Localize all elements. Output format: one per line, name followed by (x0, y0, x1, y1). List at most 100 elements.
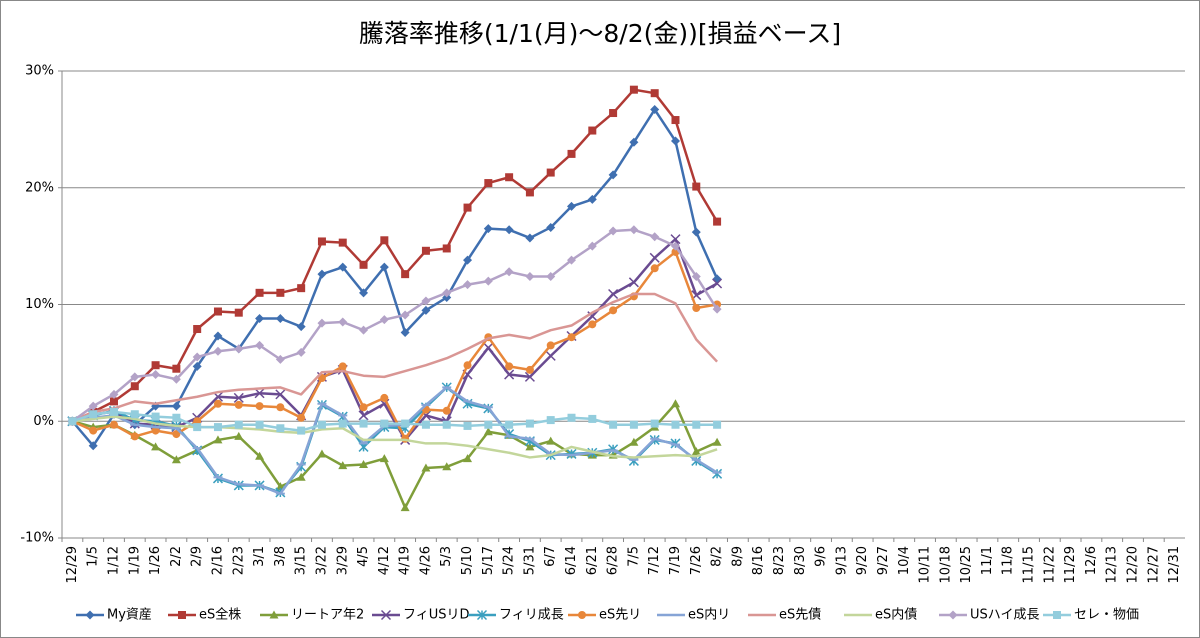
legend-label: eS内リ (688, 607, 730, 623)
marker (275, 354, 285, 364)
marker (629, 85, 638, 94)
marker (359, 403, 368, 412)
marker (276, 424, 285, 433)
marker (234, 308, 243, 317)
marker (608, 226, 618, 236)
x-tick-label: 12/6 (1084, 546, 1099, 575)
x-tick-label: 3/29 (335, 546, 350, 575)
x-tick-label: 2/9 (190, 546, 205, 567)
marker (233, 392, 244, 403)
marker (296, 472, 306, 481)
marker (463, 203, 472, 212)
marker (130, 410, 139, 419)
marker (338, 262, 348, 272)
marker (421, 246, 430, 255)
marker (483, 276, 493, 286)
marker (379, 398, 390, 409)
marker (275, 389, 286, 400)
x-tick-label: 5/3 (439, 546, 454, 567)
marker (89, 410, 98, 419)
x-tick-label: 5/17 (481, 546, 496, 575)
x-tick-label: 11/29 (1063, 546, 1078, 583)
marker (442, 292, 452, 302)
marker (504, 369, 515, 380)
marker (712, 278, 723, 289)
marker (130, 372, 140, 382)
legend-label: eS内債 (875, 607, 917, 623)
marker (524, 371, 535, 382)
legend-label: フィリ成長 (499, 608, 564, 623)
marker (276, 403, 285, 412)
marker (400, 503, 410, 512)
x-tick-label: 9/6 (814, 546, 829, 567)
marker (629, 437, 639, 446)
marker (629, 225, 639, 235)
marker (68, 417, 77, 426)
marker (483, 342, 494, 353)
legend-label: リートア年2 (291, 608, 364, 623)
marker (401, 419, 410, 428)
marker (609, 306, 618, 315)
marker (567, 149, 576, 158)
marker (546, 222, 556, 232)
marker (546, 416, 555, 425)
series-line (72, 415, 718, 459)
marker (484, 179, 493, 188)
series (71, 292, 718, 423)
marker (359, 419, 368, 428)
marker (172, 413, 181, 422)
marker (171, 401, 181, 411)
marker (546, 436, 556, 445)
marker (109, 420, 118, 429)
marker (379, 454, 389, 463)
marker (172, 430, 181, 439)
x-tick-label: 10/11 (918, 546, 933, 583)
marker (671, 420, 680, 429)
marker (255, 340, 265, 350)
marker (650, 105, 660, 115)
marker (359, 459, 369, 468)
legend-marker (1053, 611, 1061, 619)
x-tick-label: 4/26 (418, 546, 433, 575)
marker (484, 420, 493, 429)
marker (151, 361, 160, 370)
marker (421, 420, 430, 429)
marker (234, 400, 243, 409)
marker (692, 420, 701, 429)
marker (525, 188, 534, 197)
marker (276, 288, 285, 297)
marker (296, 322, 306, 332)
marker (505, 420, 514, 429)
x-tick-label: 12/27 (1146, 546, 1161, 583)
legend-label: eS先リ (599, 608, 641, 623)
marker (670, 136, 680, 146)
x-tick-label: 1/26 (148, 546, 163, 575)
marker (629, 420, 638, 429)
x-tick-label: 3/22 (314, 546, 329, 575)
marker (713, 217, 722, 226)
marker (317, 269, 327, 279)
chart-title: 騰落率推移(1/1(月)～8/2(金))[損益ベース] (359, 19, 841, 48)
marker (213, 346, 223, 356)
legend-label: セレ・物価 (1074, 608, 1139, 623)
marker (442, 244, 451, 253)
marker (546, 168, 555, 177)
marker (525, 442, 535, 451)
x-tick-label: 9/13 (834, 546, 849, 575)
marker (317, 449, 327, 458)
legend-label: eS先債 (779, 608, 821, 623)
marker (359, 325, 369, 335)
marker (400, 310, 410, 320)
marker (213, 331, 223, 341)
marker (130, 382, 139, 391)
marker (192, 352, 202, 362)
marker (88, 441, 98, 451)
marker (483, 427, 493, 436)
x-tick-label: 12/29 (65, 546, 80, 583)
marker (567, 255, 577, 265)
marker (338, 362, 347, 371)
marker (691, 271, 701, 281)
marker (505, 362, 514, 371)
marker (213, 423, 222, 432)
marker (463, 421, 472, 430)
